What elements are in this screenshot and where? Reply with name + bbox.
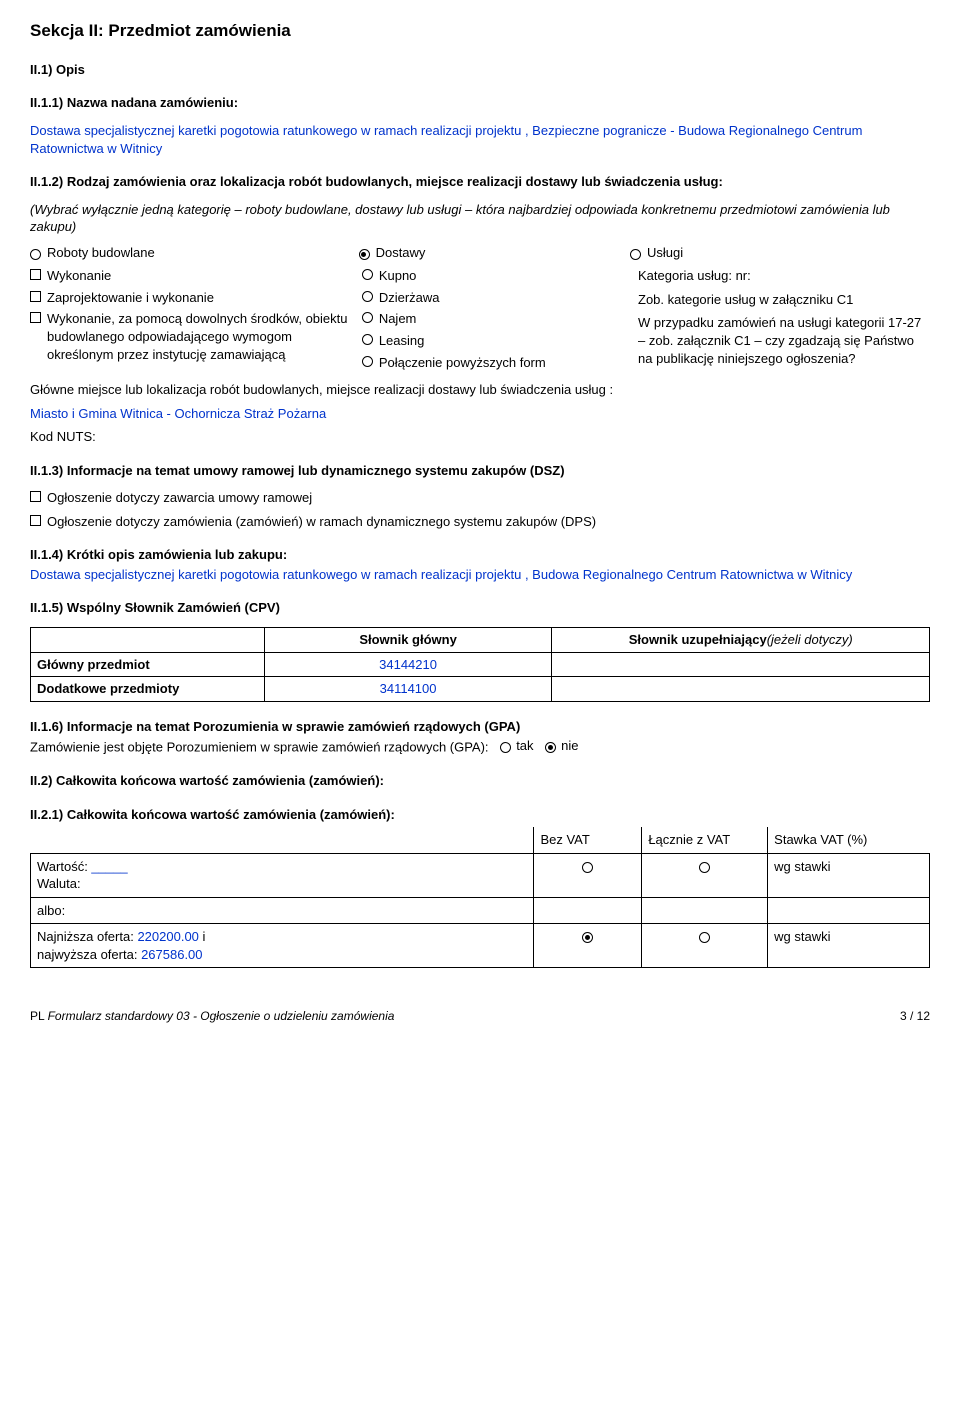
label-dzierzawa: Dzierżawa: [379, 289, 440, 307]
label-nie: nie: [561, 737, 578, 755]
nuts-label: Kod NUTS:: [30, 428, 930, 446]
cpv-row2-val: 34114100: [264, 677, 552, 702]
ii1-2-heading: II.1.2) Rodzaj zamówienia oraz lokalizac…: [30, 173, 930, 191]
ii1-1-heading: II.1.1) Nazwa nadana zamówieniu:: [30, 94, 930, 112]
ii2-heading: II.2) Całkowita końcowa wartość zamówien…: [30, 772, 930, 790]
label-najem: Najem: [379, 310, 417, 328]
wartosc-cell: Wartość: _____ Waluta:: [31, 853, 534, 897]
cpv-row1-label: Główny przedmiot: [31, 652, 265, 677]
radio-wartosc-bezvat[interactable]: [582, 862, 593, 873]
ii1-3-heading: II.1.3) Informacje na temat umowy ramowe…: [30, 462, 930, 480]
radio-wartosc-zvat[interactable]: [699, 862, 710, 873]
radio-dzierzawa[interactable]: [362, 291, 373, 302]
label-tak: tak: [516, 737, 533, 755]
check-umowa-ramowa[interactable]: [30, 491, 41, 502]
value-table: Bez VAT Łącznie z VAT Stawka VAT (%) War…: [30, 827, 930, 968]
radio-najem[interactable]: [362, 312, 373, 323]
label-wykonanie: Wykonanie: [47, 267, 111, 285]
ii1-5-heading: II.1.5) Wspólny Słownik Zamówień (CPV): [30, 599, 930, 617]
label-uslugi: Usługi: [647, 244, 683, 262]
page-footer: PL Formularz standardowy 03 - Ogłoszenie…: [30, 1008, 930, 1024]
check-wykonanie-pomoca[interactable]: [30, 312, 41, 323]
cpv-row2-supp: [552, 677, 930, 702]
radio-leasing[interactable]: [362, 334, 373, 345]
ii1-2-columns: Wykonanie Zaprojektowanie i wykonanie Wy…: [30, 267, 930, 375]
radio-oferta-zvat[interactable]: [699, 932, 710, 943]
check-dps[interactable]: [30, 515, 41, 526]
kategoria-uslug: Kategoria usług: nr:: [638, 267, 930, 285]
section-title: Sekcja II: Przedmiot zamówienia: [30, 20, 930, 43]
radio-roboty[interactable]: [30, 249, 41, 260]
ii1-6-heading: II.1.6) Informacje na temat Porozumienia…: [30, 718, 930, 736]
wg-stawki-1: wg stawki: [768, 853, 930, 897]
cpv-row2-label: Dodatkowe przedmioty: [31, 677, 265, 702]
radio-polaczenie[interactable]: [362, 356, 373, 367]
label-leasing: Leasing: [379, 332, 425, 350]
col-lacznie: Łącznie z VAT: [642, 827, 768, 853]
check-wykonanie[interactable]: [30, 269, 41, 280]
label-roboty: Roboty budowlane: [47, 244, 155, 262]
cpv-row1-val: 34144210: [264, 652, 552, 677]
label-polaczenie: Połączenie powyższych form: [379, 354, 546, 372]
col-bezvat: Bez VAT: [534, 827, 642, 853]
label-dps: Ogłoszenie dotyczy zamówienia (zamówień)…: [47, 513, 596, 531]
radio-gpa-nie[interactable]: [545, 742, 556, 753]
radio-uslugi[interactable]: [630, 249, 641, 260]
col-stawka: Stawka VAT (%): [768, 827, 930, 853]
ii1-heading: II.1) Opis: [30, 61, 930, 79]
radio-gpa-tak[interactable]: [500, 742, 511, 753]
oferta-cell: Najniższa oferta: 220200.00 i najwyższa …: [31, 924, 534, 968]
przypadek-zamowien: W przypadku zamówień na usługi kategorii…: [638, 314, 930, 367]
zob-kategorie: Zob. kategorie usług w załączniku C1: [638, 291, 930, 309]
cpv-col-supp: Słownik uzupełniający(jeżeli dotyczy): [552, 627, 930, 652]
ii1-2-hint: (Wybrać wyłącznie jedną kategorię – robo…: [30, 201, 930, 236]
wg-stawki-2: wg stawki: [768, 924, 930, 968]
ii1-1-text: Dostawa specjalistycznej karetki pogotow…: [30, 122, 930, 157]
cpv-col-main: Słownik główny: [264, 627, 552, 652]
footer-text: Formularz standardowy 03 - Ogłoszenie o …: [48, 1009, 395, 1023]
check-zaprojektowanie[interactable]: [30, 291, 41, 302]
footer-lang: PL: [30, 1009, 48, 1023]
label-kupno: Kupno: [379, 267, 417, 285]
cpv-row1-supp: [552, 652, 930, 677]
radio-oferta-bezvat[interactable]: [582, 932, 593, 943]
main-place-label: Główne miejsce lub lokalizacja robót bud…: [30, 381, 930, 399]
label-dostawy: Dostawy: [376, 244, 426, 262]
ii1-2-top-options: Roboty budowlane Dostawy Usługi: [30, 244, 930, 262]
albo-cell: albo:: [31, 897, 534, 924]
label-wykonanie-pomoca: Wykonanie, za pomocą dowolnych środków, …: [47, 310, 350, 363]
radio-kupno[interactable]: [362, 269, 373, 280]
main-place-value: Miasto i Gmina Witnica - Ochornicza Stra…: [30, 405, 930, 423]
cpv-table: Słownik główny Słownik uzupełniający(jeż…: [30, 627, 930, 702]
radio-dostawy[interactable]: [359, 249, 370, 260]
ii2-1-heading: II.2.1) Całkowita końcowa wartość zamówi…: [30, 806, 930, 824]
label-zaprojektowanie: Zaprojektowanie i wykonanie: [47, 289, 214, 307]
ii1-4-heading: II.1.4) Krótki opis zamówienia lub zakup…: [30, 546, 930, 564]
ii1-6-line: Zamówienie jest objęte Porozumieniem w s…: [30, 737, 930, 756]
label-umowa-ramowa: Ogłoszenie dotyczy zawarcia umowy ramowe…: [47, 489, 312, 507]
ii1-4-text: Dostawa specjalistycznej karetki pogotow…: [30, 566, 930, 584]
footer-page: 3 / 12: [900, 1008, 930, 1024]
